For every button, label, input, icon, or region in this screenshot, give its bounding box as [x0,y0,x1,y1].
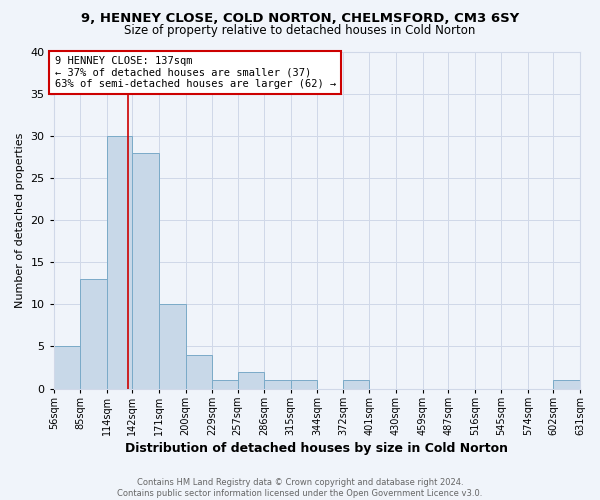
Bar [54,346,80,389]
Bar [291,380,317,388]
Bar [343,380,370,388]
Text: 9, HENNEY CLOSE, COLD NORTON, CHELMSFORD, CM3 6SY: 9, HENNEY CLOSE, COLD NORTON, CHELMSFORD… [81,12,519,26]
Bar [107,136,133,388]
Text: Contains HM Land Registry data © Crown copyright and database right 2024.
Contai: Contains HM Land Registry data © Crown c… [118,478,482,498]
Bar [212,380,238,388]
Text: Size of property relative to detached houses in Cold Norton: Size of property relative to detached ho… [124,24,476,37]
Bar [159,304,185,388]
Bar [580,380,600,388]
Bar [264,380,291,388]
Bar [80,279,107,388]
Bar [238,372,264,388]
Text: 9 HENNEY CLOSE: 137sqm
← 37% of detached houses are smaller (37)
63% of semi-det: 9 HENNEY CLOSE: 137sqm ← 37% of detached… [55,56,336,89]
Bar [185,355,212,388]
Bar [133,152,159,388]
Bar [553,380,580,388]
X-axis label: Distribution of detached houses by size in Cold Norton: Distribution of detached houses by size … [125,442,508,455]
Y-axis label: Number of detached properties: Number of detached properties [15,132,25,308]
